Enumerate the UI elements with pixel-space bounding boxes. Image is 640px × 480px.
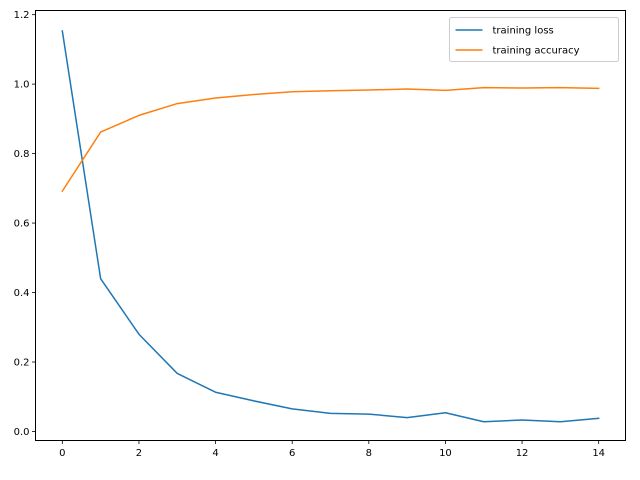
y-axis: 0.0 0.2 0.4 0.6 0.8 1.0 1.2 [14,10,36,438]
plot-frame [35,10,626,441]
y-tick-label: 0.6 [14,219,30,230]
series-line-1 [61,86,600,193]
series-line-0 [61,30,600,423]
plot-area [35,10,626,441]
y-tick-label: 1.0 [14,80,30,91]
x-tick-label: 10 [439,448,452,459]
y-tick-label: 0.2 [14,358,30,369]
legend-label: training accuracy [493,46,580,57]
y-tick-label: 0.8 [14,149,30,160]
y-tick-label: 1.2 [14,10,30,21]
legend-label: training loss [493,26,554,37]
y-tick-label: 0.4 [14,288,30,299]
x-tick-label: 6 [289,448,295,459]
x-tick-label: 12 [516,448,529,459]
legend: training loss training accuracy [449,17,619,62]
x-axis: 0 2 4 6 8 10 12 14 [59,440,605,459]
x-tick-label: 2 [136,448,142,459]
series-layer [61,30,600,423]
x-tick-label: 8 [366,448,372,459]
x-tick-label: 14 [592,448,605,459]
legend-box [449,17,619,62]
y-tick-label: 0.0 [14,427,30,438]
x-tick-label: 0 [59,448,65,459]
x-tick-label: 4 [212,448,218,459]
